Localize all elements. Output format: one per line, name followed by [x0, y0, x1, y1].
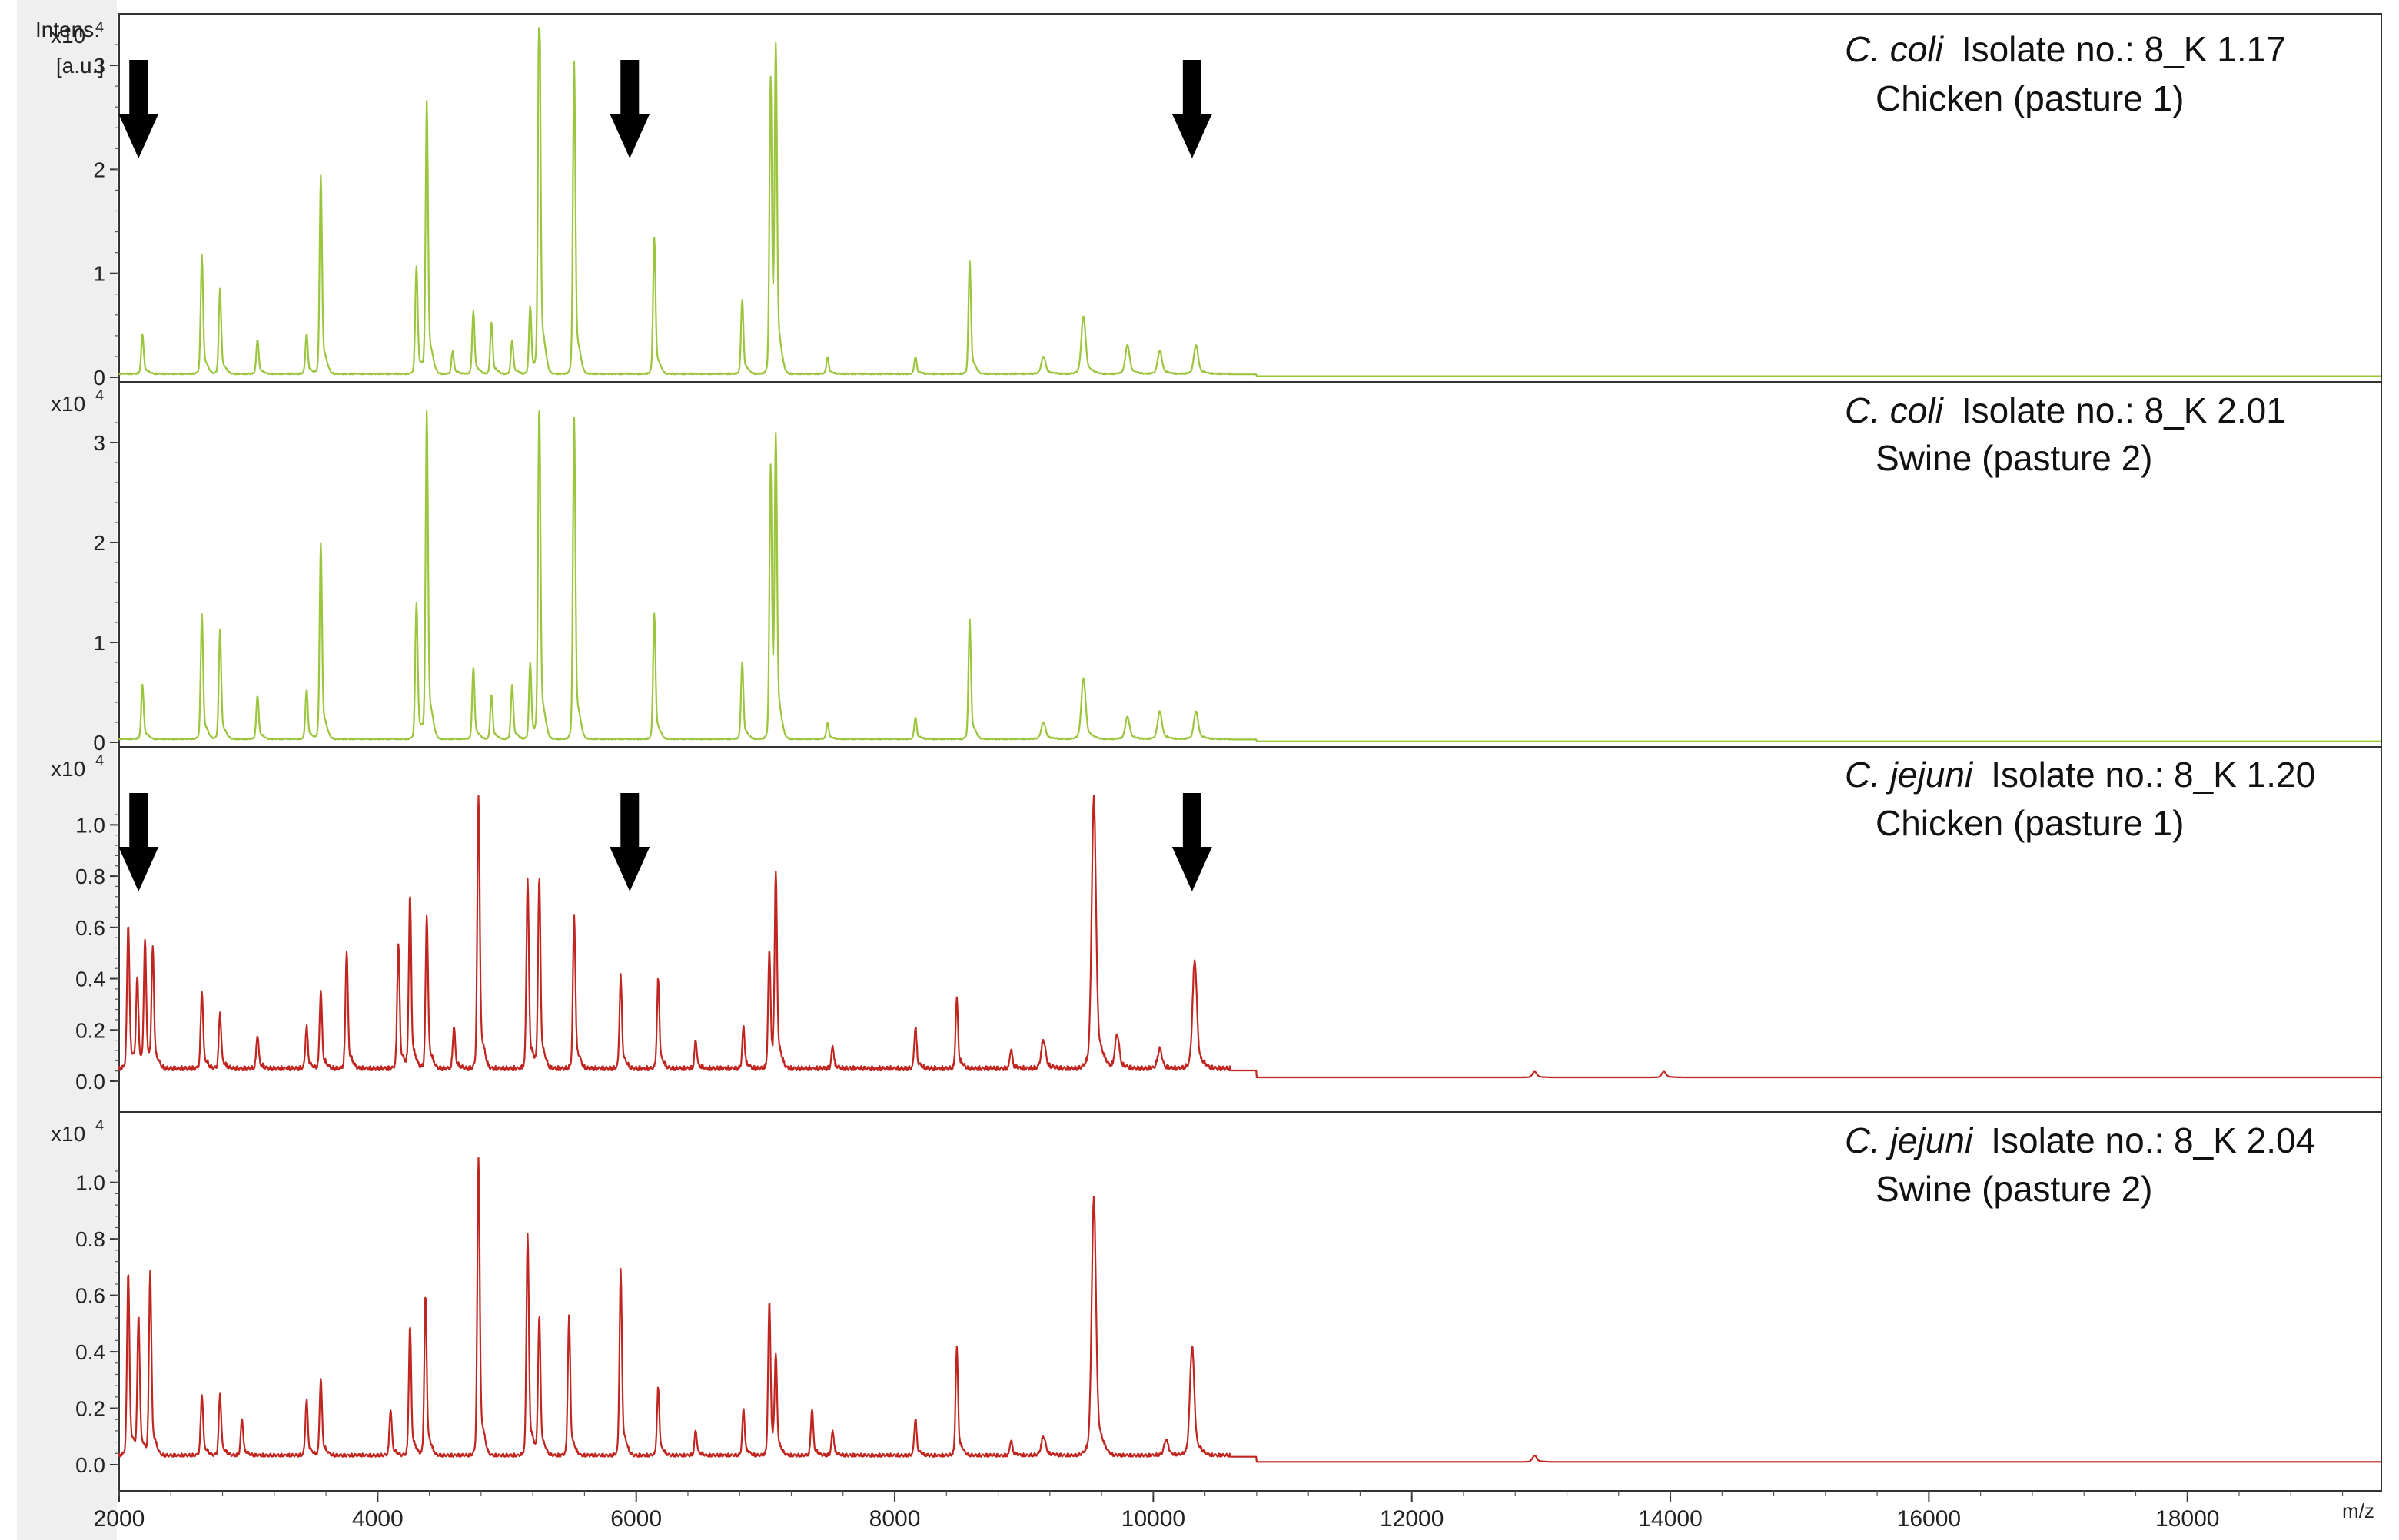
arrow-shaft [1182, 793, 1201, 847]
arrow-shaft [620, 793, 640, 847]
down-arrow-icon [1171, 60, 1212, 158]
x-tick-label: 16000 [1897, 1506, 1961, 1532]
down-arrow-icon [118, 793, 159, 891]
spectrum-line [118, 795, 2382, 1079]
host-label: Swine (pasture 2) [1876, 1169, 2153, 1209]
species-name: C. coli [1845, 29, 1945, 69]
y-tick-label: 0.6 [75, 1284, 105, 1308]
y-tick-label: 0.8 [75, 865, 105, 888]
arrow-shaft [1182, 60, 1201, 114]
y-tick-label: 1 [93, 262, 105, 286]
y-multiplier: x10 [51, 757, 85, 781]
y-tick-label: 3 [93, 54, 105, 78]
down-arrow-icon [1171, 793, 1212, 891]
isolate-id: Isolate no.: 8_K 1.20 [1991, 755, 2315, 795]
x-tick-label: 2000 [94, 1506, 145, 1532]
y-tick-label: 1.0 [75, 813, 105, 837]
spectrum-panel-1: 0 1 2 3 x10 4 C. coli Isolate no.: 8_K 1.17 Chic… [51, 19, 2382, 390]
spectrum-panel-4: 0.0 0.2 0.4 0.6 0.8 1.0 x10 4 C. jejuni Isolate n… [51, 1111, 2382, 1477]
y-tick-label: 1 [93, 631, 105, 655]
panel-title: C. coli Isolate no.: 8_K 1.17 [1845, 29, 2286, 69]
y-tick-label: 0.2 [75, 1397, 105, 1421]
arrow-shaft [129, 60, 148, 114]
y-tick-label: 0.8 [75, 1227, 105, 1251]
y-multiplier: x10 [51, 392, 85, 416]
host-label: Chicken (pasture 1) [1876, 78, 2184, 118]
spectrum-panel-2: 0 1 2 3 x10 4 C. coli Isolate no.: 8_K 2.01 Swin… [51, 381, 2382, 755]
x-tick-label: 4000 [352, 1506, 404, 1532]
arrow-shaft [129, 793, 148, 847]
host-label: Chicken (pasture 1) [1876, 803, 2184, 843]
x-tick-label: 14000 [1638, 1506, 1702, 1532]
species-name: C. jejuni [1845, 755, 1974, 795]
y-tick-label: 1.0 [75, 1171, 105, 1195]
y-multiplier-exponent: 4 [95, 387, 104, 404]
y-tick-label: 0 [93, 731, 105, 755]
y-axis-label-line-1: Intens. [35, 18, 100, 41]
arrow-head [1171, 114, 1212, 158]
spectrum-line [118, 410, 2382, 742]
x-tick-label: 6000 [610, 1506, 662, 1532]
arrow-head [118, 847, 159, 891]
down-arrow-icon [118, 60, 159, 158]
y-tick-label: 0 [93, 366, 105, 390]
spectrum-panels: 0 1 2 3 x10 4 C. coli Isolate no.: 8_K 1.17 Chic… [51, 13, 2382, 1492]
x-axis: 2000 4000 6000 8000 10000 12000 14000 16000 1800… [94, 1491, 2344, 1532]
y-axis-label-line-2: [a.u.] [56, 54, 104, 78]
y-multiplier: x10 [51, 1122, 85, 1146]
y-tick-label: 0.4 [75, 1340, 105, 1364]
arrow-head [1171, 847, 1212, 891]
x-tick-label: 12000 [1380, 1506, 1444, 1532]
isolate-id: Isolate no.: 8_K 1.17 [1962, 29, 2286, 69]
y-tick-label: 3 [93, 431, 105, 455]
species-name: C. jejuni [1845, 1120, 1974, 1160]
spectrum-line [118, 27, 2382, 377]
y-multiplier-exponent: 4 [95, 752, 104, 769]
y-tick-label: 0.2 [75, 1018, 105, 1042]
axis-gutter [17, 0, 117, 1540]
arrow-head [118, 114, 159, 158]
y-tick-label: 0.4 [75, 967, 105, 991]
arrow-head [610, 114, 650, 158]
spectrum-panel-3: 0.0 0.2 0.4 0.6 0.8 1.0 x10 4 C. jejuni Isolate n… [51, 746, 2382, 1094]
x-tick-label: 8000 [869, 1506, 921, 1532]
host-label: Swine (pasture 2) [1876, 438, 2153, 478]
spectrum-line [118, 1157, 2382, 1463]
y-tick-label: 0.6 [75, 916, 105, 940]
arrow-head [610, 847, 650, 891]
y-multiplier: x10 [51, 24, 85, 48]
down-arrow-icon [610, 60, 650, 158]
panel-title: C. jejuni Isolate no.: 8_K 2.04 [1845, 1120, 2315, 1160]
y-tick-label: 2 [93, 531, 105, 555]
panel-title: C. coli Isolate no.: 8_K 2.01 [1845, 390, 2286, 430]
x-tick-label: 18000 [2155, 1506, 2219, 1532]
x-tick-label: 10000 [1121, 1506, 1185, 1532]
species-name: C. coli [1845, 390, 1945, 430]
down-arrow-icon [610, 793, 650, 891]
panel-title: C. jejuni Isolate no.: 8_K 1.20 [1845, 755, 2315, 795]
y-tick-label: 0.0 [75, 1070, 105, 1094]
y-tick-label: 2 [93, 158, 105, 181]
y-multiplier-exponent: 4 [95, 1117, 104, 1134]
x-axis-label: m/z [2342, 1499, 2374, 1522]
y-multiplier-exponent: 4 [95, 19, 104, 36]
isolate-id: Isolate no.: 8_K 2.01 [1962, 390, 2286, 430]
arrow-shaft [620, 60, 640, 114]
y-tick-label: 0.0 [75, 1453, 105, 1477]
plot-frame [118, 13, 2382, 1492]
isolate-id: Isolate no.: 8_K 2.04 [1991, 1120, 2315, 1160]
